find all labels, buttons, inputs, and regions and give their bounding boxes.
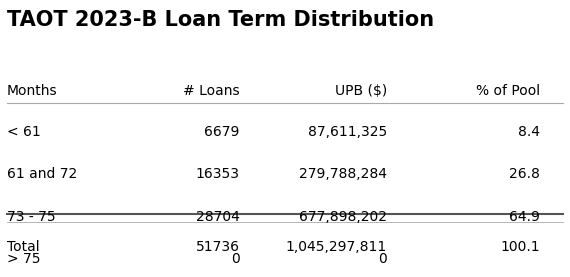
Text: 100.1: 100.1: [500, 240, 540, 254]
Text: > 75: > 75: [7, 252, 40, 266]
Text: 28704: 28704: [196, 210, 239, 224]
Text: 26.8: 26.8: [510, 167, 540, 181]
Text: 16353: 16353: [196, 167, 239, 181]
Text: 87,611,325: 87,611,325: [308, 125, 387, 139]
Text: < 61: < 61: [7, 125, 41, 139]
Text: Months: Months: [7, 84, 58, 98]
Text: 0: 0: [378, 252, 387, 266]
Text: TAOT 2023-B Loan Term Distribution: TAOT 2023-B Loan Term Distribution: [7, 10, 434, 30]
Text: 61 and 72: 61 and 72: [7, 167, 78, 181]
Text: 677,898,202: 677,898,202: [299, 210, 387, 224]
Text: 73 - 75: 73 - 75: [7, 210, 56, 224]
Text: 279,788,284: 279,788,284: [299, 167, 387, 181]
Text: Total: Total: [7, 240, 40, 254]
Text: 64.9: 64.9: [510, 210, 540, 224]
Text: 0: 0: [231, 252, 239, 266]
Text: # Loans: # Loans: [183, 84, 239, 98]
Text: 1,045,297,811: 1,045,297,811: [286, 240, 387, 254]
Text: UPB ($): UPB ($): [335, 84, 387, 98]
Text: 8.4: 8.4: [518, 125, 540, 139]
Text: % of Pool: % of Pool: [476, 84, 540, 98]
Text: 6679: 6679: [204, 125, 239, 139]
Text: 51736: 51736: [196, 240, 239, 254]
